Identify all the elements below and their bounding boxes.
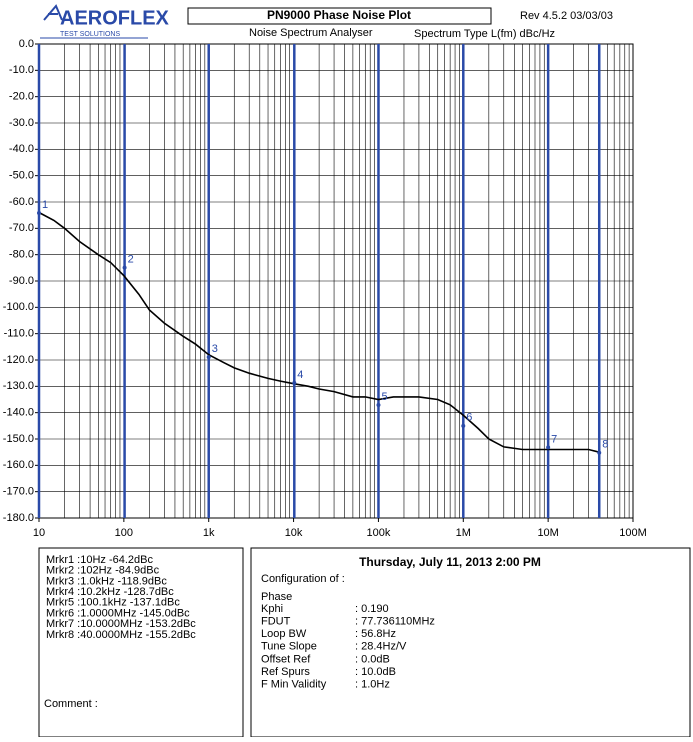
config-name: Kphi [261, 603, 283, 615]
y-tick-label: -180.0 [3, 512, 34, 524]
marker-point [292, 380, 297, 385]
marker-point [37, 211, 41, 216]
marker-point [122, 265, 127, 270]
y-tick-label: -90.0 [9, 275, 34, 287]
config-value: : 77.736110MHz [355, 616, 435, 628]
marker-point [376, 403, 381, 408]
revision: Rev 4.5.2 03/03/03 [520, 10, 613, 22]
comment: Comment : [44, 698, 98, 710]
y-tick-label: -120.0 [3, 354, 34, 366]
y-tick-label: -170.0 [3, 486, 34, 498]
marker-point [546, 445, 551, 450]
marker-point [597, 450, 602, 455]
x-tick-label: 1k [203, 527, 215, 539]
subtitle: Noise Spectrum Analyser [249, 27, 373, 39]
marker-readout: Mrkr2 :102Hz -84.9dBc [46, 565, 160, 577]
date: Thursday, July 11, 2013 2:00 PM [359, 555, 541, 569]
spectrum-type: Spectrum Type L(fm) dBc/Hz [414, 28, 555, 40]
y-tick-label: -130.0 [3, 380, 34, 392]
config-name: Loop BW [261, 628, 307, 640]
marker-label: 8 [602, 439, 608, 451]
x-tick-label: 100 [115, 527, 133, 539]
marker-label: 4 [297, 369, 303, 381]
marker-label: 5 [381, 391, 387, 403]
marker-point [461, 423, 466, 428]
config-name: Ref Spurs [261, 666, 310, 678]
y-tick-label: 0.0 [19, 38, 34, 50]
y-tick-label: -160.0 [3, 459, 34, 471]
title: PN9000 Phase Noise Plot [267, 8, 411, 22]
config-value: : 0.190 [355, 603, 389, 615]
config-value: : 1.0Hz [355, 679, 390, 691]
marker-label: 2 [128, 253, 134, 265]
x-tick-label: 10 [33, 527, 45, 539]
config-value: : 56.8Hz [355, 628, 396, 640]
x-tick-label: 10M [537, 527, 558, 539]
marker-label: 7 [551, 433, 557, 445]
y-tick-label: -10.0 [9, 64, 34, 76]
y-tick-label: -40.0 [9, 143, 34, 155]
y-tick-label: -50.0 [9, 170, 34, 182]
y-tick-label: -100.0 [3, 301, 34, 313]
marker-readout: Mrkr3 :1.0kHz -118.9dBc [46, 575, 167, 587]
marker-readout: Mrkr1 :10Hz -64.2dBc [46, 554, 153, 566]
logo: AEROFLEX [60, 7, 170, 29]
plot: 0.0 -10.0 -20.0 -30.0 -40.0 -50.0 -60.0 -70.0 -8… [3, 38, 647, 539]
marker-readout: Mrkr4 :10.2kHz -128.7dBc [46, 586, 174, 598]
config-name: Offset Ref [261, 653, 311, 665]
noise-trace [38, 211, 600, 453]
y-tick-label: -20.0 [9, 91, 34, 103]
marker-readout: Mrkr6 :1.0000MHz -145.0dBc [46, 607, 190, 619]
x-tick-label: 100M [619, 527, 647, 539]
marker-label: 1 [42, 199, 48, 211]
marker-readout: Mrkr8 :40.0000MHz -155.2dBc [46, 629, 196, 641]
marker-label: 6 [466, 412, 472, 424]
marker-point [206, 355, 211, 360]
y-tick-label: -60.0 [9, 196, 34, 208]
marker-readout: Mrkr5 :100.1kHz -137.1dBc [46, 597, 180, 609]
marker-label: 3 [212, 343, 218, 355]
x-tick-label: 10k [285, 527, 303, 539]
y-tick-label: -150.0 [3, 433, 34, 445]
config-value: : 0.0dB [355, 653, 390, 665]
logo-sub: TEST SOLUTIONS [60, 31, 120, 38]
config-name: F Min Validity [261, 679, 327, 691]
config-value: : 28.4Hz/V [355, 641, 407, 653]
logo-mark [43, 4, 63, 21]
x-tick-label: 1M [456, 527, 471, 539]
marker-readout: Mrkr7 :10.0000MHz -153.2dBc [46, 618, 196, 630]
config-name: FDUT [261, 616, 291, 628]
config-name: Tune Slope [261, 641, 317, 653]
title-box [187, 7, 492, 25]
y-tick-label: -140.0 [3, 407, 34, 419]
x-tick-label: 100k [366, 527, 390, 539]
config-group: Phase [261, 591, 292, 603]
config-value: : 10.0dB [355, 666, 396, 678]
y-tick-label: -80.0 [9, 249, 34, 261]
config-heading: Configuration of : [261, 573, 345, 585]
y-tick-label: -70.0 [9, 222, 34, 234]
y-tick-label: -110.0 [4, 328, 34, 340]
y-tick-label: -30.0 [9, 117, 34, 129]
